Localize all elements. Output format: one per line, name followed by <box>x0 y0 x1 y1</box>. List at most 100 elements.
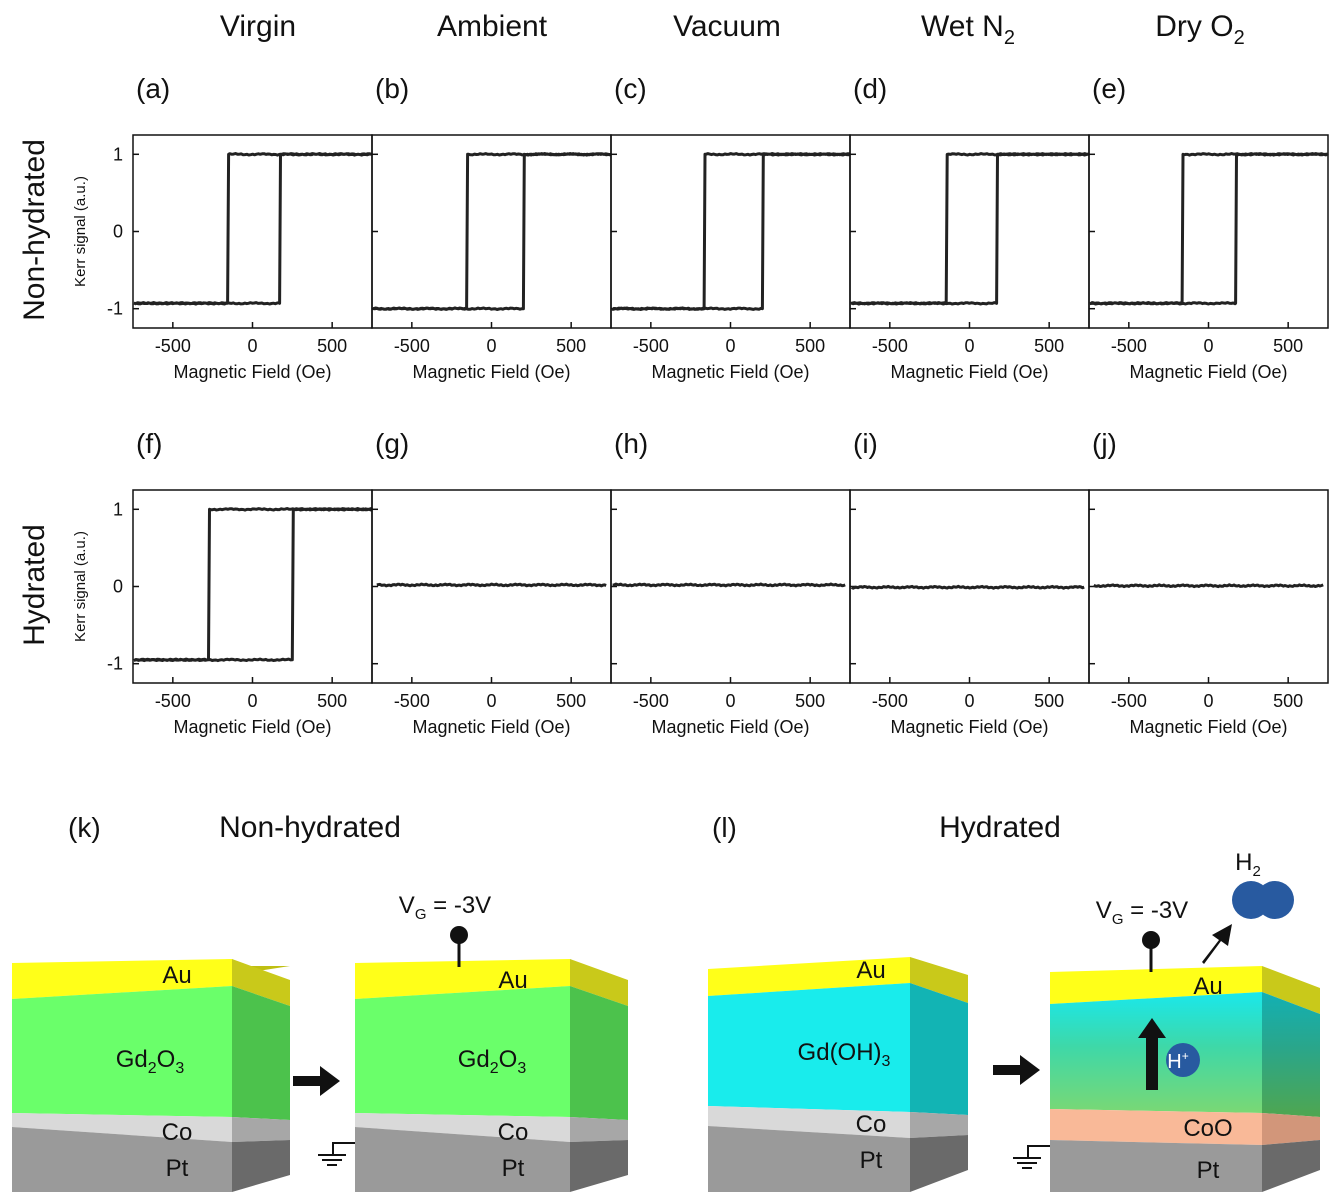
panel-letter: (b) <box>375 73 409 104</box>
y-tick-label: -1 <box>107 299 123 319</box>
x-tick-label: 0 <box>725 336 735 356</box>
pt-layer <box>355 1127 570 1192</box>
x-tick-label: 500 <box>556 336 586 356</box>
co-label: Co <box>162 1119 193 1146</box>
x-tick-label: -500 <box>394 336 430 356</box>
plot-frame <box>849 134 1090 329</box>
pt-label: Pt <box>1197 1157 1220 1184</box>
hysteresis-plots: (a) -500 0 500 Magnetic Field (Oe) 1 0 -1 Kerr s… <box>72 73 1329 737</box>
x-tick-label: 500 <box>795 336 825 356</box>
scheme-letter-k: (k) <box>68 812 101 843</box>
x-tick-label: -500 <box>633 691 669 711</box>
pt-layer <box>12 1127 232 1192</box>
pt-layer <box>1050 1140 1262 1192</box>
x-tick-label: 0 <box>1203 336 1213 356</box>
plot-panel: (e) -500 0 500 Magnetic Field (Oe) <box>1088 73 1329 382</box>
arrow-right-icon <box>993 1055 1040 1085</box>
layer-stack-2: Au Gd2O3 Co Pt <box>355 959 628 1192</box>
x-tick-label: 0 <box>486 336 496 356</box>
panel-letter: (c) <box>614 73 647 104</box>
column-title-vacuum: Vacuum <box>673 10 781 43</box>
x-tick-label: 500 <box>317 691 347 711</box>
pt-label: Pt <box>166 1155 189 1182</box>
hysteresis-curve <box>1089 152 1329 306</box>
pt-layer <box>708 1126 910 1192</box>
x-tick-label: 500 <box>1273 336 1303 356</box>
gdoh3-layer <box>708 983 910 1112</box>
x-tick-label: 500 <box>1034 336 1064 356</box>
hydrogen-label: H2 <box>1235 849 1261 880</box>
electrode-contact-icon <box>450 926 468 944</box>
panel-letter: (e) <box>1092 73 1126 104</box>
x-tick-label: 500 <box>1273 691 1303 711</box>
plot-panel: (b) -500 0 500 Magnetic Field (Oe) <box>371 73 612 382</box>
x-tick-label: 0 <box>725 691 735 711</box>
plot-frame <box>132 134 373 329</box>
scheme-title-l: Hydrated <box>939 811 1061 844</box>
x-tick-label: 0 <box>247 336 257 356</box>
y-axis-label: Kerr signal (a.u.) <box>72 531 89 642</box>
pt-label: Pt <box>860 1147 883 1174</box>
y-tick-label: -1 <box>107 654 123 674</box>
hydrogen-molecule-icon <box>1232 881 1294 919</box>
x-tick-label: -500 <box>394 691 430 711</box>
gate-electrode: VG = -3V <box>399 892 491 967</box>
panel-letter: (g) <box>375 428 409 459</box>
x-tick-label: -500 <box>1111 336 1147 356</box>
gd2o3-layer <box>355 986 570 1117</box>
x-axis-label: Magnetic Field (Oe) <box>173 362 331 382</box>
hysteresis-curve <box>850 584 1085 590</box>
svg-text:H+: H+ <box>1167 1049 1188 1073</box>
plot-frame <box>371 134 612 329</box>
layer-stack-1: Au Gd2O3 Co Pt <box>12 959 290 1192</box>
plot-panel: (a) -500 0 500 Magnetic Field (Oe) 1 0 -1 Kerr s… <box>72 73 373 382</box>
x-axis-label: Magnetic Field (Oe) <box>651 717 809 737</box>
gate-electrode: VG = -3V <box>1096 897 1188 972</box>
gate-voltage-label: VG = -3V <box>399 892 491 923</box>
gd2o3-label: Gd2O3 <box>458 1046 527 1077</box>
x-axis-label: Magnetic Field (Oe) <box>890 717 1048 737</box>
plot-frame <box>132 489 373 684</box>
y-tick-label: 0 <box>113 222 123 242</box>
arrow-right-icon <box>293 1066 340 1096</box>
plot-panel: (c) -500 0 500 Magnetic Field (Oe) <box>610 73 851 382</box>
column-title-dry-o2: Dry O2 <box>1155 10 1244 49</box>
x-axis-label: Magnetic Field (Oe) <box>1129 362 1287 382</box>
plot-panel: (i) -500 0 500 Magnetic Field (Oe) <box>849 428 1090 737</box>
arrow-up-icon <box>1138 1018 1166 1090</box>
x-axis-label: Magnetic Field (Oe) <box>412 717 570 737</box>
column-title-ambient: Ambient <box>437 10 548 43</box>
proton-icon: H+ <box>1166 1043 1200 1077</box>
column-titles: Virgin Ambient Vacuum Wet N2 Dry O2 <box>220 10 1245 49</box>
y-tick-label: 1 <box>113 144 123 164</box>
scheme-letter-l: (l) <box>712 812 737 843</box>
au-layer <box>1050 966 1262 1004</box>
ground-icon <box>318 1142 355 1166</box>
x-axis-label: Magnetic Field (Oe) <box>412 362 570 382</box>
plot-frame <box>610 134 851 329</box>
plot-panel: (g) -500 0 500 Magnetic Field (Oe) <box>371 428 612 737</box>
y-tick-label: 0 <box>113 577 123 597</box>
row-label-hydrated: Hydrated <box>18 524 51 646</box>
electrode-contact-icon <box>1142 931 1160 949</box>
panel-letter: (d) <box>853 73 887 104</box>
panel-letter: (j) <box>1092 428 1117 459</box>
hysteresis-curve <box>611 152 851 311</box>
x-axis-label: Magnetic Field (Oe) <box>651 362 809 382</box>
gate-voltage-label: VG = -3V <box>1096 897 1188 928</box>
x-tick-label: -500 <box>155 691 191 711</box>
y-tick-label: 1 <box>113 499 123 519</box>
plot-panel: (f) -500 0 500 Magnetic Field (Oe) 1 0 -1 Kerr s… <box>72 428 373 737</box>
x-tick-label: -500 <box>1111 691 1147 711</box>
plot-panel: (h) -500 0 500 Magnetic Field (Oe) <box>610 428 851 737</box>
column-title-virgin: Virgin <box>220 10 296 43</box>
au-layer <box>355 959 570 999</box>
x-axis-label: Magnetic Field (Oe) <box>173 717 331 737</box>
hysteresis-curve <box>1093 583 1324 589</box>
x-axis-label: Magnetic Field (Oe) <box>1129 717 1287 737</box>
co-label: Co <box>498 1119 529 1146</box>
hysteresis-curve <box>133 507 373 663</box>
panel-letter: (a) <box>136 73 170 104</box>
layer-stack-4: Au CoO Pt <box>1050 966 1320 1192</box>
